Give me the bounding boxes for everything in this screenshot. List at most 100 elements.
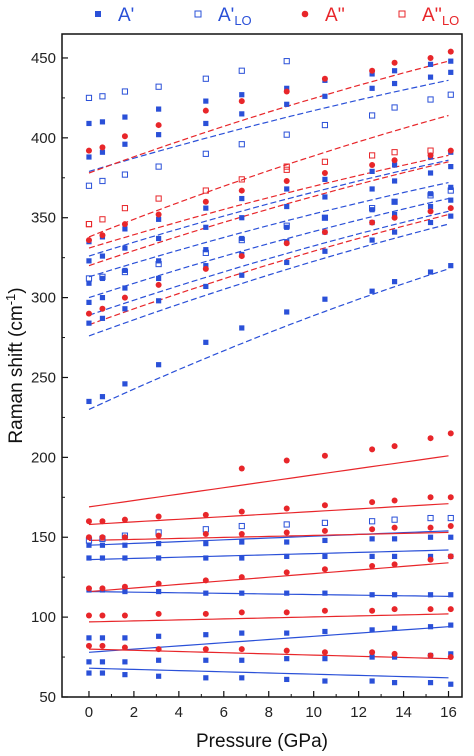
data-point [427, 494, 434, 501]
fit-line [88, 648, 449, 660]
data-point [156, 258, 162, 264]
data-point [238, 465, 245, 472]
data-point [99, 305, 106, 312]
data-point [322, 248, 328, 254]
data-point [283, 58, 290, 65]
fit-line [88, 154, 449, 249]
data-point [156, 673, 162, 679]
data-point [156, 362, 162, 368]
data-point [122, 659, 128, 665]
data-point [321, 519, 329, 526]
data-point [369, 627, 375, 633]
data-point [202, 610, 209, 617]
data-point [321, 452, 328, 459]
data-point [99, 93, 106, 100]
fit-line [88, 455, 449, 508]
data-point [322, 537, 328, 544]
legend-label: A''LO [422, 5, 459, 28]
data-point [202, 150, 209, 157]
data-point [427, 534, 434, 540]
data-point [122, 635, 128, 641]
data-point [427, 624, 434, 630]
data-point [448, 164, 454, 170]
data-point [85, 518, 92, 525]
data-point [321, 502, 328, 509]
data-point [121, 221, 128, 228]
data-point [203, 541, 209, 547]
data-point [391, 524, 398, 531]
data-point [284, 553, 290, 560]
data-point [239, 195, 245, 202]
data-point [391, 654, 398, 660]
data-point [156, 588, 162, 595]
fit-line [88, 161, 449, 267]
data-point [427, 652, 434, 659]
data-point [391, 157, 398, 164]
data-point [155, 580, 162, 587]
data-point [391, 199, 398, 205]
data-point [155, 646, 162, 653]
data-point [86, 320, 92, 326]
data-point [283, 505, 290, 512]
data-point [448, 58, 454, 64]
fit-line [88, 198, 449, 299]
data-point [239, 111, 245, 117]
data-point [447, 147, 454, 154]
data-point [321, 649, 328, 656]
fit-line [88, 549, 449, 561]
data-point [322, 553, 328, 560]
data-point [448, 184, 454, 190]
data-point [203, 98, 209, 104]
data-point [427, 435, 434, 442]
data-point [283, 166, 290, 173]
data-point [283, 521, 290, 528]
data-point [122, 306, 128, 312]
data-point [427, 191, 434, 197]
data-point [427, 514, 434, 522]
data-point [322, 296, 328, 302]
data-point [239, 325, 245, 331]
fit-line [88, 503, 449, 526]
y-tick-label: 300 [31, 290, 56, 307]
data-point [121, 294, 128, 301]
data-point [99, 555, 106, 561]
data-point [447, 606, 454, 613]
y-axis-title-sup: -1 [3, 294, 18, 306]
data-point [391, 80, 398, 87]
data-point [283, 609, 290, 616]
data-point [321, 158, 329, 165]
data-point [391, 178, 398, 184]
data-point [99, 642, 106, 649]
data-point [369, 205, 376, 212]
data-point [203, 675, 209, 681]
x-axis: 0 2 4 6 8 10 12 14 16 [85, 691, 457, 721]
data-point [369, 67, 376, 74]
fit-line [88, 213, 449, 326]
data-point [85, 221, 93, 228]
y-tick-label: 150 [31, 529, 56, 546]
data-point [122, 141, 128, 147]
data-point [448, 213, 454, 219]
data-point [203, 590, 209, 596]
data-point [427, 606, 434, 613]
data-point [85, 182, 93, 189]
data-point [202, 511, 209, 518]
data-point [155, 83, 162, 90]
data-point [122, 588, 128, 595]
x-tick-label: 2 [130, 704, 138, 721]
data-point [321, 607, 328, 614]
fit-line [88, 531, 449, 541]
data-point [391, 279, 398, 285]
fit-line [88, 210, 449, 316]
data-point [369, 207, 375, 213]
data-point [156, 106, 162, 112]
data-point [99, 670, 106, 676]
data-point [369, 446, 376, 453]
data-point [122, 542, 128, 548]
data-point [322, 628, 328, 635]
data-point [99, 149, 106, 155]
data-point [391, 229, 398, 235]
data-markers [85, 48, 454, 687]
data-point [427, 269, 434, 275]
data-point [239, 539, 245, 545]
